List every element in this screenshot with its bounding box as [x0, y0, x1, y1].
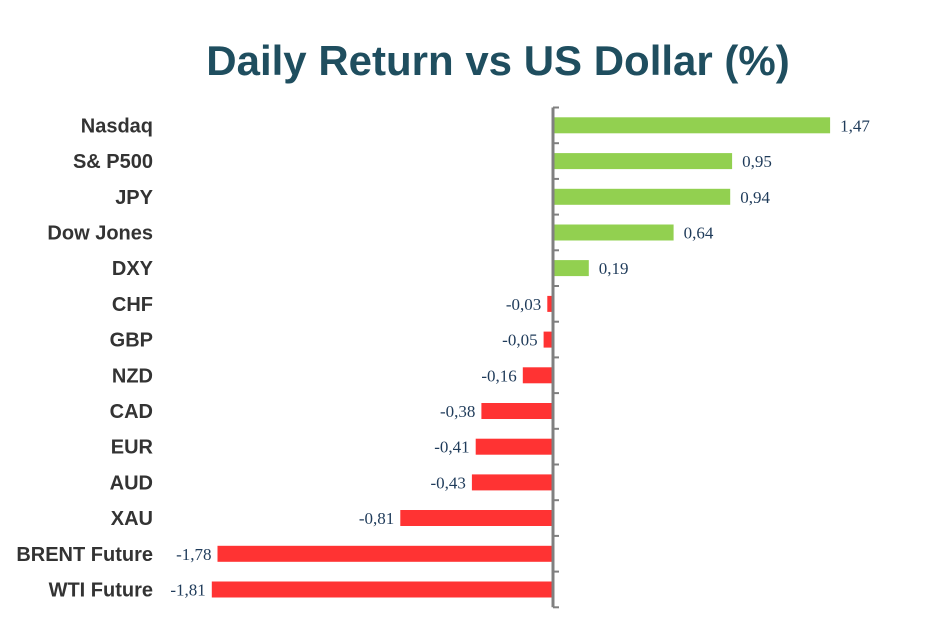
- value-label-s-p500: 0,95: [742, 152, 772, 171]
- bar-dxy: [553, 260, 589, 277]
- category-label-s-p500: S& P500: [73, 151, 153, 173]
- value-label-chf: -0,03: [506, 295, 541, 314]
- category-labels-group: Nasdaq S& P500 JPY Dow Jones DXY CHF GBP NZD CAD…: [16, 115, 153, 601]
- bar-wti-future: [211, 581, 554, 598]
- bar-xau: [400, 510, 553, 526]
- category-label-cad: CAD: [110, 401, 153, 423]
- chart-title: Daily Return vs US Dollar (%): [206, 37, 789, 84]
- axis-group: [551, 106, 559, 609]
- value-label-cad: -0,38: [440, 402, 475, 421]
- bar-chf: [547, 295, 553, 312]
- category-label-eur: EUR: [111, 437, 154, 459]
- bar-nasdaq: [553, 117, 831, 134]
- value-label-dow-jones: 0,64: [684, 224, 714, 243]
- category-label-wti-future: WTI Future: [49, 580, 153, 602]
- category-label-brent-future: BRENT Future: [16, 544, 153, 566]
- bars-group: [211, 117, 831, 598]
- category-label-nasdaq: Nasdaq: [81, 115, 153, 137]
- value-label-brent-future: -1,78: [176, 545, 211, 564]
- bar-eur: [475, 438, 553, 455]
- value-label-xau: -0,81: [359, 509, 394, 528]
- bar-gbp: [543, 331, 553, 348]
- bar-brent-future: [217, 545, 553, 562]
- value-label-dxy: 0,19: [599, 259, 629, 278]
- category-label-chf: CHF: [112, 294, 153, 316]
- value-label-jpy: 0,94: [740, 188, 770, 207]
- value-label-nasdaq: 1,47: [840, 116, 870, 135]
- value-labels-group: 1,47 0,95 0,94 0,64 0,19 -0,03 -0,05 -0,16 -0,38…: [170, 116, 870, 599]
- category-label-dow-jones: Dow Jones: [47, 223, 153, 245]
- value-label-nzd: -0,16: [481, 366, 516, 385]
- bar-cad: [481, 403, 553, 419]
- category-label-gbp: GBP: [110, 330, 153, 352]
- value-label-eur: -0,41: [434, 438, 469, 457]
- bar-jpy: [553, 188, 731, 205]
- category-label-dxy: DXY: [112, 258, 154, 280]
- value-label-wti-future: -1,81: [170, 581, 205, 600]
- bar-aud: [471, 474, 553, 491]
- category-label-aud: AUD: [110, 472, 153, 494]
- category-label-jpy: JPY: [115, 187, 153, 209]
- bar-dow-jones: [553, 224, 674, 241]
- category-label-nzd: NZD: [112, 365, 153, 387]
- value-label-aud: -0,43: [430, 473, 465, 492]
- value-label-gbp: -0,05: [502, 331, 537, 350]
- bar-nzd: [522, 367, 553, 384]
- category-label-xau: XAU: [111, 508, 153, 530]
- bar-s-p500: [553, 153, 733, 170]
